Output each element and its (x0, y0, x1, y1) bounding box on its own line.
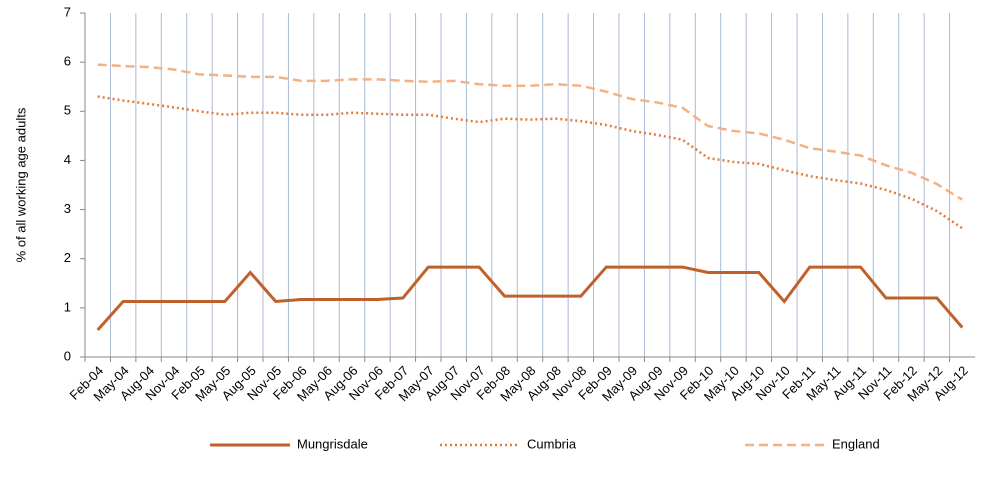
y-tick-label: 2 (64, 250, 71, 265)
legend-label: Mungrisdale (297, 436, 368, 451)
y-axis-label: % of all working age adults (13, 107, 28, 262)
series-line (96, 265, 964, 331)
y-tick-label: 7 (64, 4, 71, 19)
y-tick-label: 4 (64, 152, 71, 167)
y-tick-label: 1 (64, 299, 71, 314)
legend-label: Cumbria (527, 436, 577, 451)
y-tick-label: 3 (64, 201, 71, 216)
y-tick-label: 6 (64, 54, 71, 69)
series-line (97, 95, 963, 230)
y-tick-label: 5 (64, 103, 71, 118)
series-line (97, 63, 963, 201)
y-tick-label: 0 (64, 348, 71, 363)
legend-label: England (832, 436, 880, 451)
